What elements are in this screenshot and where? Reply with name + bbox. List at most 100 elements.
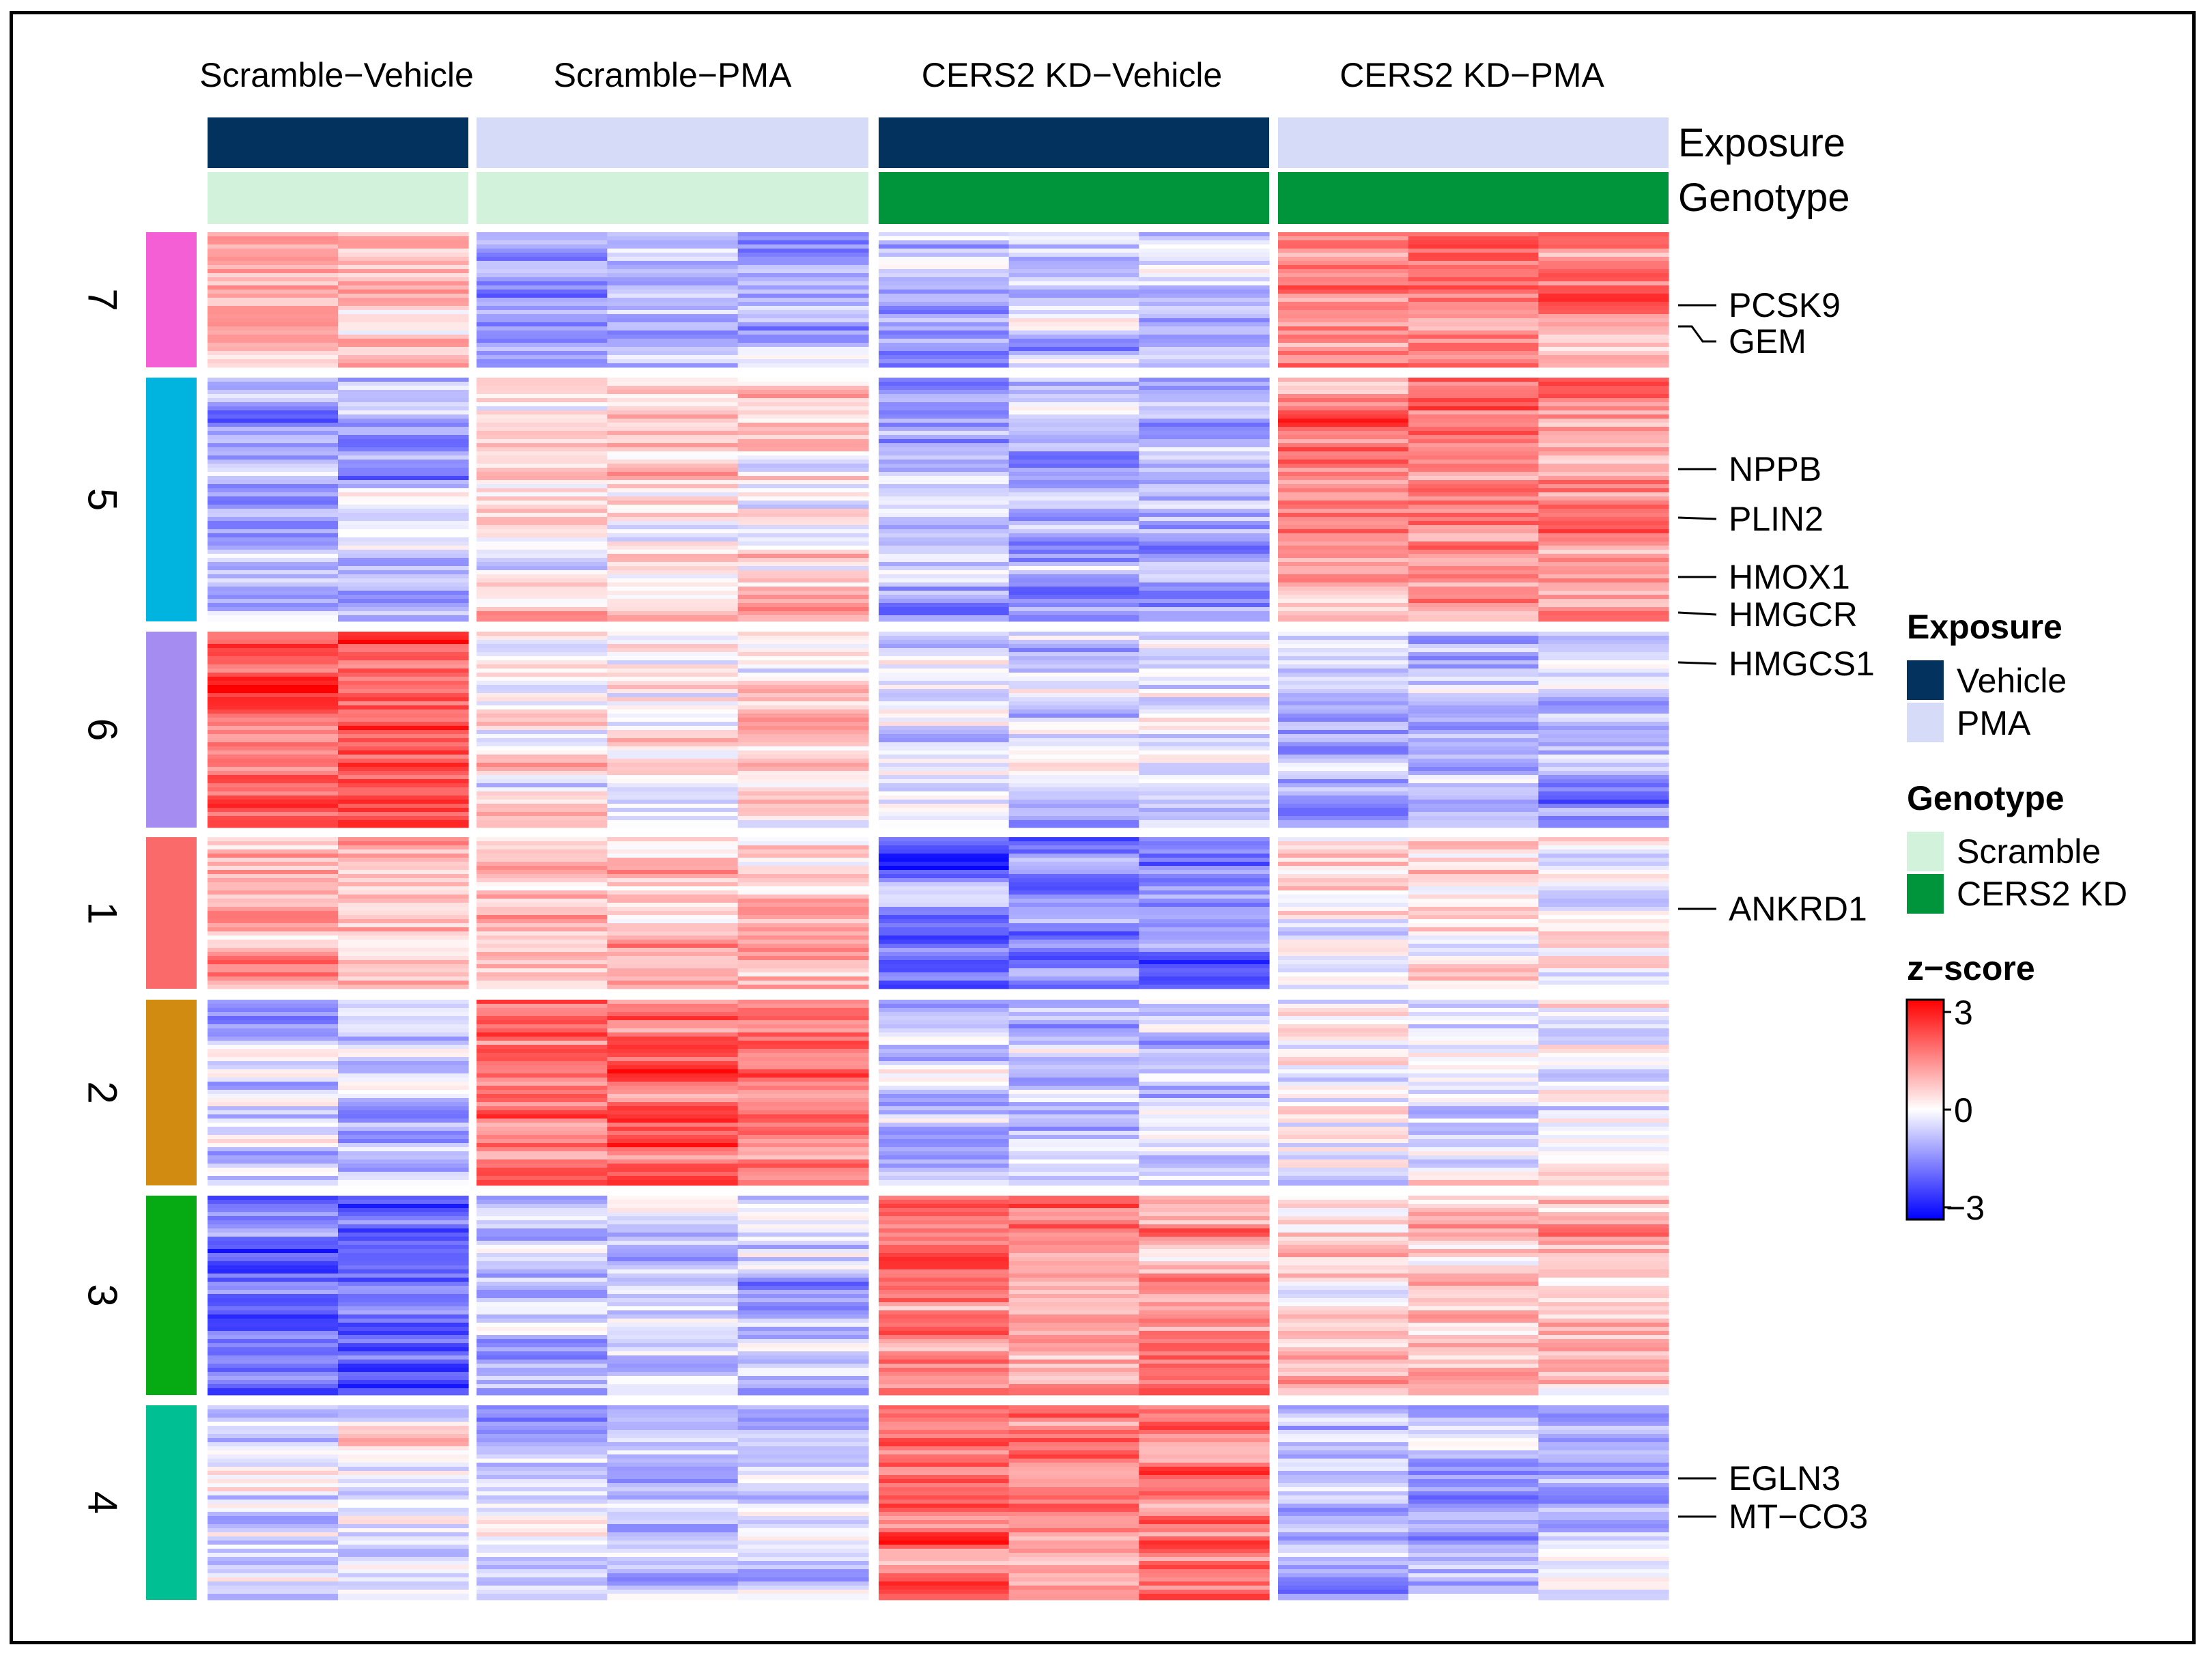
heatmap-cell xyxy=(737,1528,869,1533)
heatmap-cell xyxy=(1139,956,1270,961)
heatmap-cell xyxy=(208,468,339,473)
heatmap-cell xyxy=(607,944,739,948)
heatmap-cell xyxy=(477,1032,608,1037)
heatmap-cell xyxy=(1538,1545,1669,1549)
heatmap-cell xyxy=(1008,956,1139,961)
heatmap-cell xyxy=(208,919,339,924)
heatmap-cell xyxy=(879,578,1010,583)
heatmap-cell xyxy=(208,1204,339,1209)
heatmap-cell xyxy=(477,351,608,356)
heatmap-cell xyxy=(1278,562,1409,567)
heatmap-cell xyxy=(1008,1114,1139,1119)
heatmap-cell xyxy=(607,862,739,867)
heatmap-cell xyxy=(879,1241,1010,1246)
heatmap-cell xyxy=(338,1581,469,1586)
heatmap-cell xyxy=(1538,705,1669,710)
heatmap-cell xyxy=(879,1073,1010,1078)
heatmap-cells xyxy=(208,232,1669,1601)
heatmap-cell xyxy=(737,960,869,965)
heatmap-cell xyxy=(477,398,608,403)
heatmap-cell xyxy=(607,1409,739,1414)
heatmap-cell xyxy=(737,1249,869,1254)
heatmap-cell xyxy=(477,554,608,559)
heatmap-cell xyxy=(1139,1495,1270,1500)
heatmap-cell xyxy=(338,1073,469,1078)
heatmap-cell xyxy=(1139,529,1270,534)
heatmap-cell xyxy=(879,582,1010,587)
heatmap-cell xyxy=(208,294,339,298)
heatmap-cell xyxy=(607,406,739,411)
heatmap-cell xyxy=(338,402,469,407)
heatmap-cell xyxy=(338,976,469,981)
heatmap-cell xyxy=(1408,330,1539,335)
heatmap-cell xyxy=(1538,343,1669,348)
heatmap-cell xyxy=(607,1106,739,1111)
heatmap-cell xyxy=(338,895,469,899)
heatmap-cell xyxy=(477,1086,608,1091)
heatmap-cell xyxy=(607,1147,739,1152)
heatmap-cell xyxy=(208,1434,339,1439)
heatmap-cell xyxy=(607,578,739,583)
heatmap-cell xyxy=(1538,269,1669,274)
heatmap-cell xyxy=(1538,730,1669,735)
heatmap-cell xyxy=(737,1495,869,1500)
heatmap-cell xyxy=(879,488,1010,493)
heatmap-cell xyxy=(1538,1475,1669,1480)
heatmap-cell xyxy=(607,730,739,735)
heatmap-cell xyxy=(1139,484,1270,489)
heatmap-cell xyxy=(607,1545,739,1549)
heatmap-cell xyxy=(737,746,869,751)
heatmap-cell xyxy=(1008,1590,1139,1594)
heatmap-cell xyxy=(477,1119,608,1123)
heatmap-cell xyxy=(737,1388,869,1396)
heatmap-cell xyxy=(208,718,339,722)
heatmap-cell xyxy=(737,722,869,727)
heatmap-cell xyxy=(879,378,1010,382)
heatmap-cell xyxy=(879,347,1010,352)
heatmap-cell xyxy=(1139,783,1270,788)
heatmap-cell xyxy=(477,755,608,759)
heatmap-cell xyxy=(1538,701,1669,706)
heatmap-cell xyxy=(1408,787,1539,792)
heatmap-cell xyxy=(1278,423,1409,427)
heatmap-cell xyxy=(1008,636,1139,641)
heatmap-cell xyxy=(1278,290,1409,294)
heatmap-cell xyxy=(477,505,608,509)
heatmap-cell xyxy=(1008,1090,1139,1095)
heatmap-cell xyxy=(1538,1442,1669,1447)
heatmap-cell xyxy=(607,587,739,591)
heatmap-cell xyxy=(338,443,469,448)
heatmap-cell xyxy=(208,240,339,245)
heatmap-cell xyxy=(477,1319,608,1323)
heatmap-cell xyxy=(1278,705,1409,710)
heatmap-cell xyxy=(879,1590,1010,1594)
heatmap-cell xyxy=(1408,1098,1539,1103)
heatmap-cell xyxy=(1408,816,1539,821)
heatmap-cell xyxy=(1139,1278,1270,1282)
heatmap-cell xyxy=(1538,1491,1669,1496)
heatmap-cell xyxy=(1139,1155,1270,1160)
heatmap-cell xyxy=(1538,1233,1669,1237)
heatmap-cell xyxy=(477,476,608,481)
heatmap-cell xyxy=(607,948,739,953)
heatmap-cell xyxy=(477,1073,608,1078)
heatmap-cell xyxy=(607,1012,739,1017)
heatmap-cell xyxy=(338,525,469,530)
heatmap-cell xyxy=(1538,314,1669,319)
heatmap-cell xyxy=(737,484,869,489)
heatmap-cell xyxy=(737,1553,869,1558)
heatmap-column-cluster1-group2-rep2 xyxy=(607,837,739,989)
heatmap-cell xyxy=(1278,1331,1409,1336)
heatmap-cell xyxy=(1278,492,1409,497)
heatmap-cell xyxy=(477,796,608,800)
heatmap-cell xyxy=(737,558,869,563)
heatmap-cell xyxy=(208,529,339,534)
heatmap-cell xyxy=(1408,923,1539,928)
heatmap-cell xyxy=(1278,935,1409,940)
heatmap-cell xyxy=(879,1388,1010,1396)
heatmap-cell xyxy=(607,1343,739,1348)
group-title-cers2kd-vehicle: CERS2 KD−Vehicle xyxy=(922,56,1223,94)
heatmap-cell xyxy=(1538,837,1669,842)
heatmap-cell xyxy=(607,1131,739,1136)
heatmap-cell xyxy=(1008,1569,1139,1574)
